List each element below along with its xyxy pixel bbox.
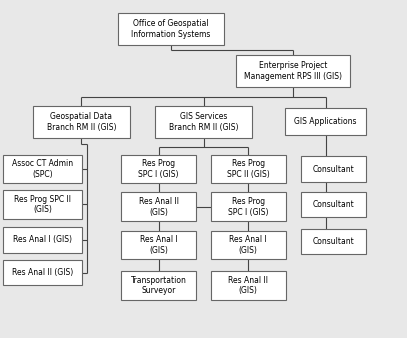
Text: Enterprise Project
Management RPS III (GIS): Enterprise Project Management RPS III (G…: [244, 61, 342, 81]
Text: Res Anal I
(GIS): Res Anal I (GIS): [140, 235, 177, 255]
FancyBboxPatch shape: [121, 231, 196, 260]
FancyBboxPatch shape: [33, 105, 130, 138]
FancyBboxPatch shape: [3, 190, 82, 219]
Text: Res Anal II (GIS): Res Anal II (GIS): [12, 268, 73, 277]
Text: Res Anal II
(GIS): Res Anal II (GIS): [139, 197, 179, 217]
Text: Geospatial Data
Branch RM II (GIS): Geospatial Data Branch RM II (GIS): [47, 112, 116, 131]
Text: Consultant: Consultant: [313, 200, 354, 209]
Text: Res Prog
SPC II (GIS): Res Prog SPC II (GIS): [227, 159, 270, 179]
Text: Consultant: Consultant: [313, 165, 354, 173]
Text: GIS Services
Branch RM II (GIS): GIS Services Branch RM II (GIS): [169, 112, 238, 131]
Text: Res Anal II
(GIS): Res Anal II (GIS): [228, 276, 268, 295]
Text: Consultant: Consultant: [313, 237, 354, 246]
FancyBboxPatch shape: [301, 192, 366, 217]
Text: Assoc CT Admin
(SPC): Assoc CT Admin (SPC): [12, 159, 73, 179]
FancyBboxPatch shape: [211, 231, 286, 260]
Text: Res Prog SPC II
(GIS): Res Prog SPC II (GIS): [14, 195, 71, 214]
FancyBboxPatch shape: [211, 271, 286, 300]
FancyBboxPatch shape: [3, 260, 82, 285]
Text: Transportation
Surveyor: Transportation Surveyor: [131, 276, 187, 295]
FancyBboxPatch shape: [3, 155, 82, 183]
FancyBboxPatch shape: [155, 105, 252, 138]
FancyBboxPatch shape: [121, 155, 196, 183]
Text: Res Anal I (GIS): Res Anal I (GIS): [13, 236, 72, 244]
Text: Res Prog
SPC I (GIS): Res Prog SPC I (GIS): [138, 159, 179, 179]
FancyBboxPatch shape: [118, 13, 224, 45]
FancyBboxPatch shape: [3, 227, 82, 253]
Text: GIS Applications: GIS Applications: [294, 117, 357, 126]
FancyBboxPatch shape: [301, 229, 366, 255]
Text: Office of Geospatial
Information Systems: Office of Geospatial Information Systems: [131, 19, 211, 39]
FancyBboxPatch shape: [211, 192, 286, 221]
FancyBboxPatch shape: [285, 108, 366, 135]
FancyBboxPatch shape: [211, 155, 286, 183]
FancyBboxPatch shape: [121, 192, 196, 221]
FancyBboxPatch shape: [236, 55, 350, 87]
Text: Res Prog
SPC I (GIS): Res Prog SPC I (GIS): [228, 197, 269, 217]
FancyBboxPatch shape: [121, 271, 196, 300]
FancyBboxPatch shape: [301, 156, 366, 182]
Text: Res Anal I
(GIS): Res Anal I (GIS): [230, 235, 267, 255]
